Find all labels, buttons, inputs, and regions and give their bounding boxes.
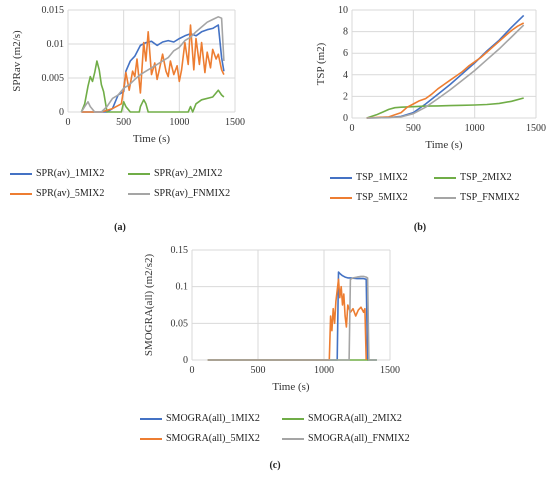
x-tick-label: 1500 [380,365,400,376]
legend-item: TSP_5MIX2 [330,192,408,203]
legend-item: SMOGRA(all)_FNMIX2 [282,433,410,444]
chart-c-svg: 0 0.05 0.1 0.15 0 500 1000 1500 Time (s) SMOGRA(a… [143,245,400,393]
y-axis-title: SMOGRA(all) (m2/s2) [143,253,155,356]
legend-swatch [10,192,32,195]
series-line-SPR(av)_5MIX2 [81,24,225,113]
legend-label: TSP_1MIX2 [356,172,408,183]
legend-swatch [128,192,150,195]
legend-item: SPR(av)_5MIX2 [10,188,104,199]
chart-a-legend: SPR(av)_1MIX2 SPR(av)_2MIX2 SPR(av)_5MIX2 S… [10,168,250,208]
legend-label: TSP_FNMIX2 [460,192,520,203]
series-line-SMOGRA(all)_5MIX2 [207,278,367,361]
legend-item: SMOGRA(all)_2MIX2 [282,413,402,424]
legend-label: SPR(av)_1MIX2 [36,168,105,179]
legend-item: SMOGRA(all)_5MIX2 [140,433,260,444]
series-line-TSP_5MIX2 [366,22,525,119]
legend-item: TSP_FNMIX2 [434,192,519,203]
series-line-SMOGRA(all)_1MIX2 [207,271,377,361]
chart-b-svg: 0 2 4 6 8 10 0 500 1000 1500 Time (s) TSP (m2) [315,5,546,151]
legend-label: TSP_5MIX2 [356,192,408,203]
legend-swatch [140,417,162,420]
x-axis-title: Time (s) [133,133,171,145]
series-line-TSP_FNMIX2 [366,24,525,119]
chart-a-svg: 0 0.005 0.01 0.015 0 500 1000 1500 Time (s) SPRav… [11,5,245,145]
legend-swatch [140,437,162,440]
legend-label: SPR(av)_FNMIX2 [154,188,231,199]
y-axis-title: TSP (m2) [315,42,327,85]
y-tick-label: 2 [343,91,348,102]
series-line-SPR(av)_1MIX2 [81,24,225,113]
chart-b-caption: (b) [413,222,427,233]
legend-swatch [282,417,304,420]
y-tick-label: 0.05 [171,318,189,329]
x-tick-label: 1000 [169,117,189,128]
y-tick-label: 0 [59,107,64,118]
legend-swatch [10,172,32,175]
y-tick-label: 0 [183,355,188,366]
y-tick-label: 0.15 [171,245,189,256]
x-tick-label: 1500 [526,123,546,134]
y-tick-label: 8 [343,27,348,38]
legend-item: TSP_1MIX2 [330,172,408,183]
series-line-SPR(av)_FNMIX2 [80,15,225,113]
legend-item: SMOGRA(all)_1MIX2 [140,413,260,424]
legend-item: TSP_2MIX2 [434,172,512,183]
legend-label: TSP_2MIX2 [460,172,512,183]
chart-b-legend: TSP_1MIX2 TSP_2MIX2 TSP_5MIX2 TSP_FNMIX2 [330,172,550,212]
x-axis-title: Time (s) [425,139,463,151]
y-tick-label: 4 [343,70,348,81]
x-tick-label: 500 [251,365,266,376]
legend-label: SMOGRA(all)_1MIX2 [166,413,260,424]
legend-swatch [434,176,456,179]
y-tick-label: 0.01 [47,39,65,50]
legend-label: SMOGRA(all)_2MIX2 [308,413,402,424]
x-tick-label: 1000 [314,365,334,376]
y-tick-label: 0.1 [176,282,189,293]
legend-swatch [330,176,352,179]
chart-panel-b: 0 2 4 6 8 10 0 500 1000 1500 Time (s) TSP (m2) TSP_… [300,0,550,240]
x-tick-label: 500 [406,123,421,134]
x-tick-label: 0 [190,365,195,376]
legend-label: SMOGRA(all)_5MIX2 [166,433,260,444]
chart-c-caption: (c) [269,460,281,471]
y-tick-label: 10 [338,5,348,16]
x-axis-title: Time (s) [272,381,310,393]
y-tick-label: 0.005 [42,73,65,84]
legend-swatch [282,437,304,440]
y-tick-label: 0.015 [42,5,65,16]
y-tick-label: 6 [343,48,348,59]
x-tick-label: 1000 [465,123,485,134]
legend-swatch [434,196,456,199]
chart-c-legend: SMOGRA(all)_1MIX2 SMOGRA(all)_2MIX2 SMOGRA… [140,413,425,453]
legend-item: SPR(av)_1MIX2 [10,168,104,179]
legend-swatch [128,172,150,175]
y-axis-title: SPRav (m2/s) [11,30,23,92]
x-tick-label: 1500 [225,117,245,128]
chart-panel-a: 0 0.005 0.01 0.015 0 500 1000 1500 Time (s) SPRav… [0,0,250,240]
chart-panel-c: 0 0.05 0.1 0.15 0 500 1000 1500 Time (s) SMOGRA(a… [135,238,425,478]
series-line-TSP_2MIX2 [366,97,524,119]
x-tick-label: 0 [66,117,71,128]
x-tick-label: 0 [350,123,355,134]
legend-item: SPR(av)_2MIX2 [128,168,222,179]
series-line-SMOGRA(all)_FNMIX2 [207,275,377,361]
legend-item: SPR(av)_FNMIX2 [128,188,230,199]
legend-label: SPR(av)_2MIX2 [154,168,223,179]
legend-label: SPR(av)_5MIX2 [36,188,105,199]
legend-swatch [330,196,352,199]
legend-label: SMOGRA(all)_FNMIX2 [308,433,410,444]
y-tick-label: 0 [343,113,348,124]
series-line-SPR(av)_2MIX2 [80,60,225,113]
chart-a-caption: (a) [114,222,126,233]
x-tick-label: 500 [116,117,131,128]
